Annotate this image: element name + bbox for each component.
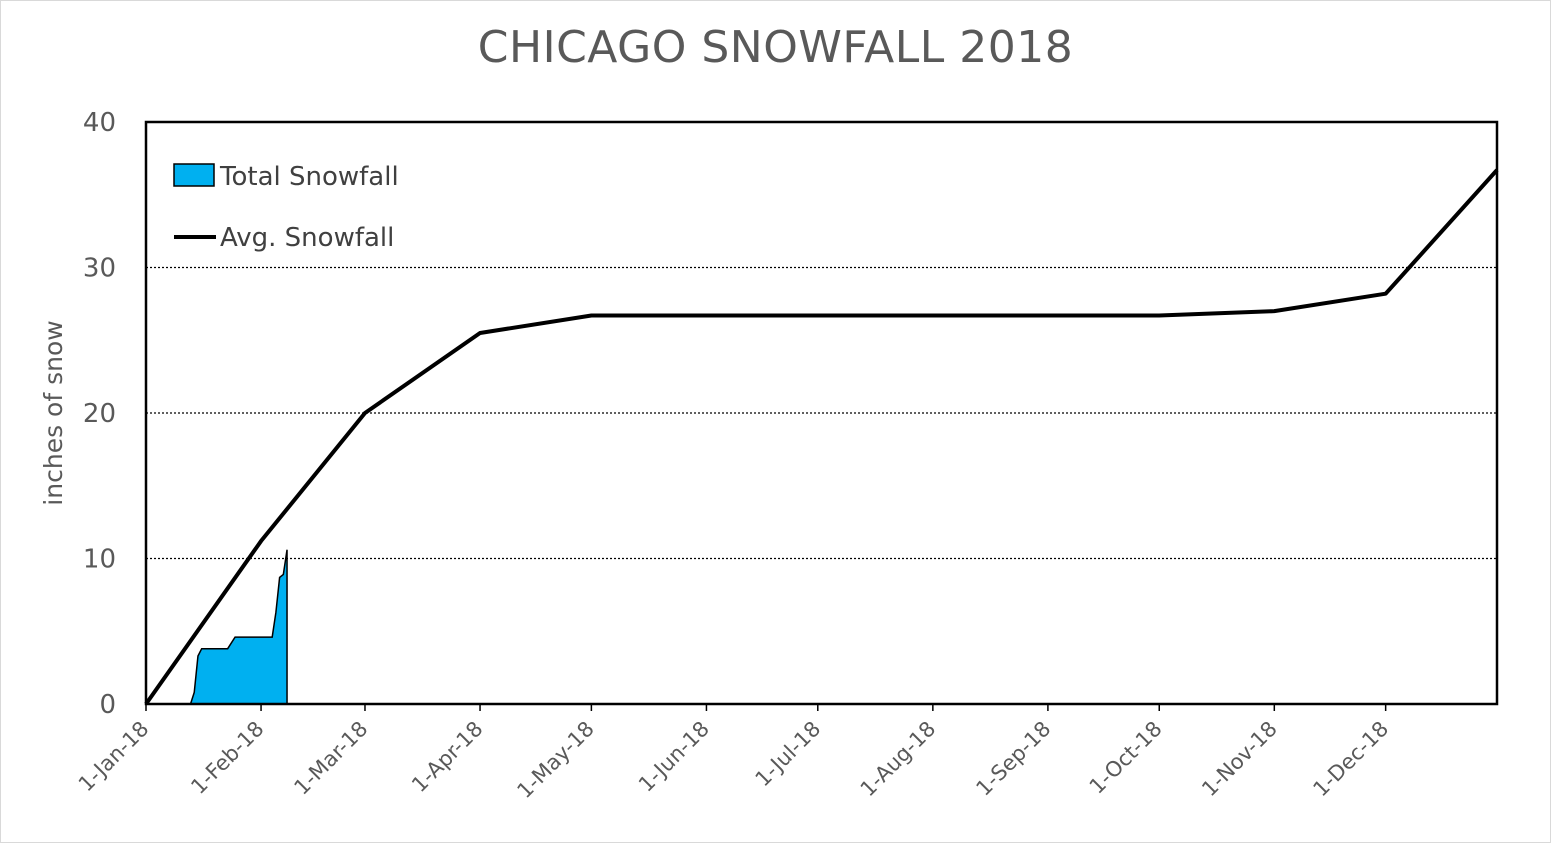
y-tick-label: 40 bbox=[83, 108, 116, 138]
x-tick-label: 1-Jul-18 bbox=[751, 717, 826, 792]
area-layer bbox=[146, 549, 288, 705]
x-tick-label: 1-Aug-18 bbox=[856, 717, 941, 802]
y-tick-label: 30 bbox=[83, 254, 116, 284]
line-layer bbox=[144, 168, 1499, 706]
chart-title: CHICAGO SNOWFALL 2018 bbox=[477, 22, 1074, 73]
y-tick-label: 0 bbox=[99, 690, 116, 720]
x-tick-label: 1-Mar-18 bbox=[289, 717, 372, 800]
x-tick-label: 1-Oct-18 bbox=[1085, 717, 1167, 799]
legend[interactable]: Total Snowfall Avg. Snowfall bbox=[173, 162, 399, 253]
x-tick-label: 1-Sep-18 bbox=[971, 717, 1055, 801]
series-total-snowfall-area bbox=[146, 549, 288, 705]
x-tick-label: 1-May-18 bbox=[512, 717, 598, 803]
legend-label-avg-snowfall: Avg. Snowfall bbox=[220, 223, 394, 253]
x-tick-label: 1-Jan-18 bbox=[74, 717, 154, 797]
series-avg-snowfall-line bbox=[144, 168, 1499, 706]
y-tick-label: 10 bbox=[83, 545, 116, 575]
x-tick-label: 1-Nov-18 bbox=[1197, 717, 1282, 802]
y-axis-title: inches of snow bbox=[39, 320, 68, 505]
legend-label-total-snowfall: Total Snowfall bbox=[219, 162, 399, 192]
x-tick-label: 1-Feb-18 bbox=[186, 717, 268, 799]
y-axis-ticks: 0 10 20 30 40 bbox=[83, 108, 116, 720]
x-axis-ticks: 1-Jan-18 1-Feb-18 1-Mar-18 1-Apr-18 1-May-18… bbox=[74, 704, 1393, 803]
y-tick-label: 20 bbox=[83, 399, 116, 429]
x-tick-label: 1-Dec-18 bbox=[1308, 717, 1393, 802]
plot-area-border bbox=[144, 120, 1499, 706]
x-tick-label: 1-Apr-18 bbox=[407, 717, 487, 797]
legend-swatch-total-snowfall bbox=[173, 163, 215, 187]
x-tick-label: 1-Jun-18 bbox=[634, 717, 714, 797]
grid-layer bbox=[146, 266, 1497, 560]
